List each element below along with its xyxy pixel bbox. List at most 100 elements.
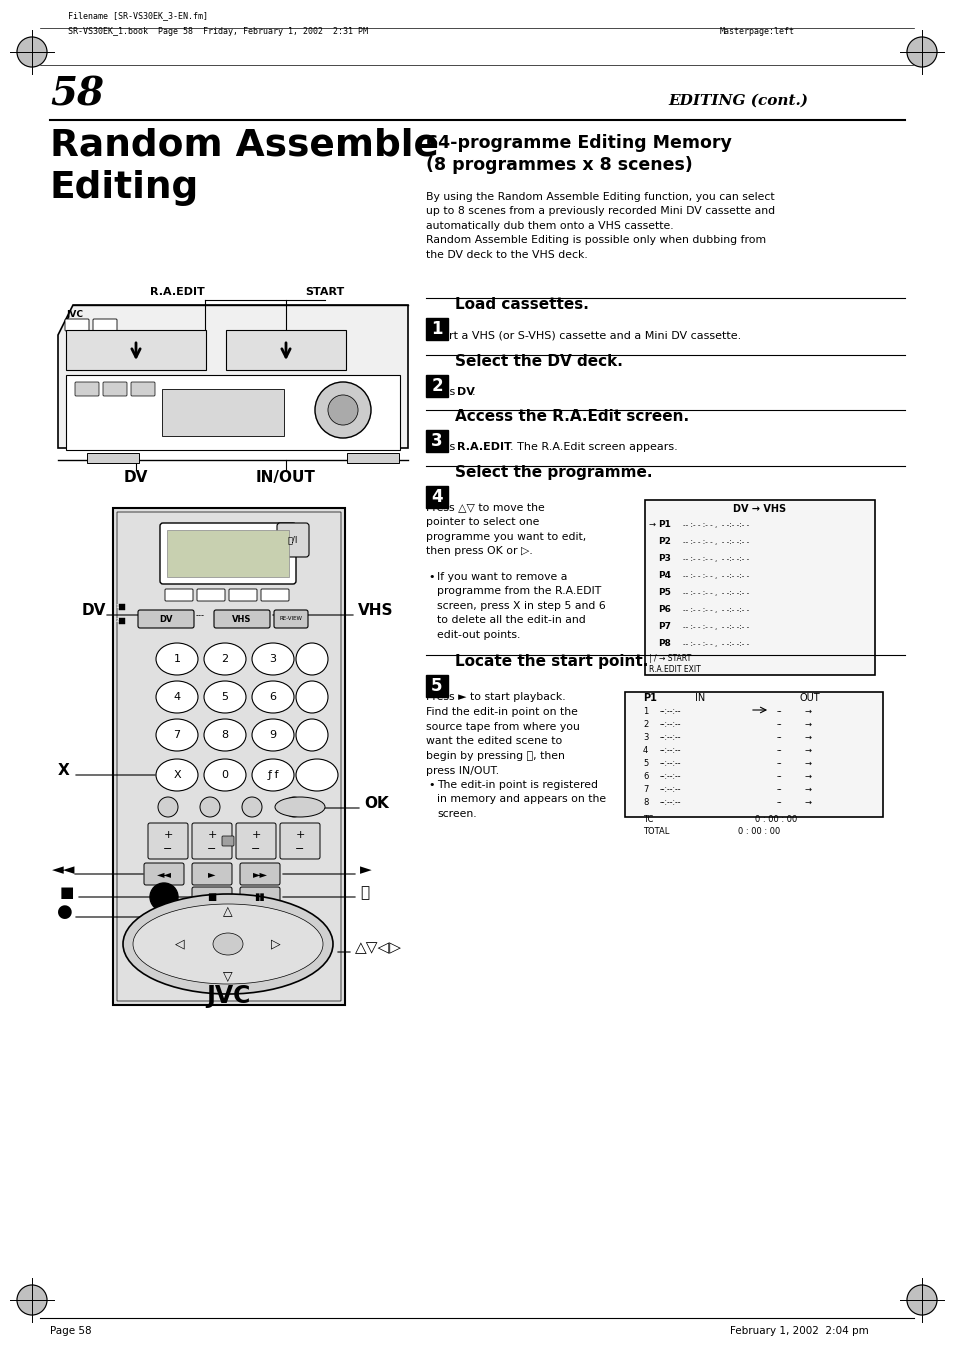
FancyBboxPatch shape xyxy=(226,330,346,370)
Ellipse shape xyxy=(252,681,294,713)
Text: 4: 4 xyxy=(642,746,648,755)
Text: 1: 1 xyxy=(173,654,180,663)
Text: 2: 2 xyxy=(221,654,229,663)
FancyBboxPatch shape xyxy=(66,376,399,450)
Text: →: → xyxy=(804,707,811,716)
Text: --: -- xyxy=(776,798,781,807)
Text: 4: 4 xyxy=(173,692,180,703)
Text: Load cassettes.: Load cassettes. xyxy=(455,297,588,312)
Text: -- :- - :- - ,  - -:- -:- -: -- :- - :- - , - -:- -:- - xyxy=(682,624,748,630)
Text: ◄◄: ◄◄ xyxy=(52,862,75,877)
Text: →: → xyxy=(804,798,811,807)
Text: DV: DV xyxy=(159,615,172,624)
Text: --:--:--: --:--:-- xyxy=(659,785,680,794)
Text: P6: P6 xyxy=(658,605,670,613)
Text: 2: 2 xyxy=(115,619,118,624)
Text: Random Assemble: Random Assemble xyxy=(50,127,438,163)
Ellipse shape xyxy=(295,681,328,713)
FancyBboxPatch shape xyxy=(222,836,233,846)
Text: --: -- xyxy=(776,734,781,742)
Text: Page 58: Page 58 xyxy=(50,1325,91,1336)
Text: R.A.EDIT: R.A.EDIT xyxy=(456,442,511,453)
Text: ►: ► xyxy=(208,869,215,880)
Text: Locate the start point.: Locate the start point. xyxy=(455,654,648,669)
Text: 0: 0 xyxy=(221,770,229,780)
Circle shape xyxy=(328,394,357,426)
Text: 5: 5 xyxy=(642,759,648,767)
FancyBboxPatch shape xyxy=(240,863,280,885)
FancyBboxPatch shape xyxy=(148,823,188,859)
Text: --: -- xyxy=(776,785,781,794)
Text: February 1, 2002  2:04 pm: February 1, 2002 2:04 pm xyxy=(729,1325,868,1336)
Circle shape xyxy=(314,382,371,438)
Text: EDITING (cont.): EDITING (cont.) xyxy=(667,95,807,108)
FancyBboxPatch shape xyxy=(92,319,117,331)
Text: Press △▽ to move the
pointer to select one
programme you want to edit,
then pres: Press △▽ to move the pointer to select o… xyxy=(426,503,586,557)
Ellipse shape xyxy=(204,759,246,790)
Text: +: + xyxy=(207,830,216,840)
Text: If you want to remove a
programme from the R.A.EDIT
screen, press X in step 5 an: If you want to remove a programme from t… xyxy=(436,571,605,639)
Text: ■: ■ xyxy=(207,892,216,902)
Text: Filename [SR-VS30EK_3-EN.fm]: Filename [SR-VS30EK_3-EN.fm] xyxy=(68,11,208,20)
Text: RE-VIEW: RE-VIEW xyxy=(279,616,302,621)
Circle shape xyxy=(906,36,936,68)
Ellipse shape xyxy=(204,643,246,676)
Text: P2: P2 xyxy=(658,536,670,546)
FancyBboxPatch shape xyxy=(213,611,270,628)
Text: Press: Press xyxy=(426,386,458,397)
Text: ▮▮: ▮▮ xyxy=(254,892,265,902)
Text: P5: P5 xyxy=(658,588,670,597)
Text: --:--:--: --:--:-- xyxy=(659,734,680,742)
FancyBboxPatch shape xyxy=(644,500,874,676)
Text: →: → xyxy=(804,720,811,730)
FancyBboxPatch shape xyxy=(426,317,448,340)
Text: DV → VHS: DV → VHS xyxy=(733,504,785,513)
Ellipse shape xyxy=(252,759,294,790)
Text: ►: ► xyxy=(359,862,372,877)
Text: ●: ● xyxy=(57,902,72,921)
Circle shape xyxy=(150,884,178,911)
Text: --:--:--: --:--:-- xyxy=(659,746,680,755)
Text: By using the Random Assemble Editing function, you can select
up to 8 scenes fro: By using the Random Assemble Editing fun… xyxy=(426,192,774,259)
Circle shape xyxy=(284,797,304,817)
Text: −: − xyxy=(251,844,260,854)
FancyBboxPatch shape xyxy=(261,589,289,601)
Text: ●: ● xyxy=(159,892,169,902)
Ellipse shape xyxy=(252,719,294,751)
Ellipse shape xyxy=(123,894,333,994)
Text: ⏸: ⏸ xyxy=(359,885,369,900)
Text: .: . xyxy=(472,386,476,397)
Text: OK: OK xyxy=(364,796,388,811)
Text: 2: 2 xyxy=(642,720,648,730)
Text: R.A.EDIT: R.A.EDIT xyxy=(150,286,205,297)
Ellipse shape xyxy=(204,681,246,713)
Text: Select the programme.: Select the programme. xyxy=(455,465,652,480)
Text: P1: P1 xyxy=(642,693,657,703)
Text: (8 programmes x 8 scenes): (8 programmes x 8 scenes) xyxy=(426,155,692,174)
Text: TOTAL: TOTAL xyxy=(642,827,669,836)
Ellipse shape xyxy=(204,719,246,751)
Text: 1: 1 xyxy=(115,604,118,609)
Text: −: − xyxy=(295,844,304,854)
Text: --: -- xyxy=(776,746,781,755)
FancyBboxPatch shape xyxy=(87,453,139,463)
Text: −: − xyxy=(163,844,172,854)
Text: --:--:--: --:--:-- xyxy=(659,798,680,807)
Text: ◄◄: ◄◄ xyxy=(156,869,172,880)
Text: --: -- xyxy=(776,720,781,730)
Text: Press ► to start playback.
Find the edit-in point on the
source tape from where : Press ► to start playback. Find the edit… xyxy=(426,692,579,775)
Text: +: + xyxy=(251,830,260,840)
Text: ▷: ▷ xyxy=(271,938,280,951)
Text: →: → xyxy=(804,759,811,767)
Text: 0 : 00 : 00: 0 : 00 : 00 xyxy=(738,827,780,836)
Text: 3: 3 xyxy=(269,654,276,663)
Circle shape xyxy=(158,797,178,817)
FancyBboxPatch shape xyxy=(274,611,308,628)
Text: Editing: Editing xyxy=(50,170,199,205)
Text: VHS: VHS xyxy=(233,615,252,624)
Text: IN: IN xyxy=(695,693,704,703)
Text: Access the R.A.Edit screen.: Access the R.A.Edit screen. xyxy=(455,409,688,424)
Ellipse shape xyxy=(295,643,328,676)
Ellipse shape xyxy=(295,759,337,790)
Text: --:--:--: --:--:-- xyxy=(659,771,680,781)
